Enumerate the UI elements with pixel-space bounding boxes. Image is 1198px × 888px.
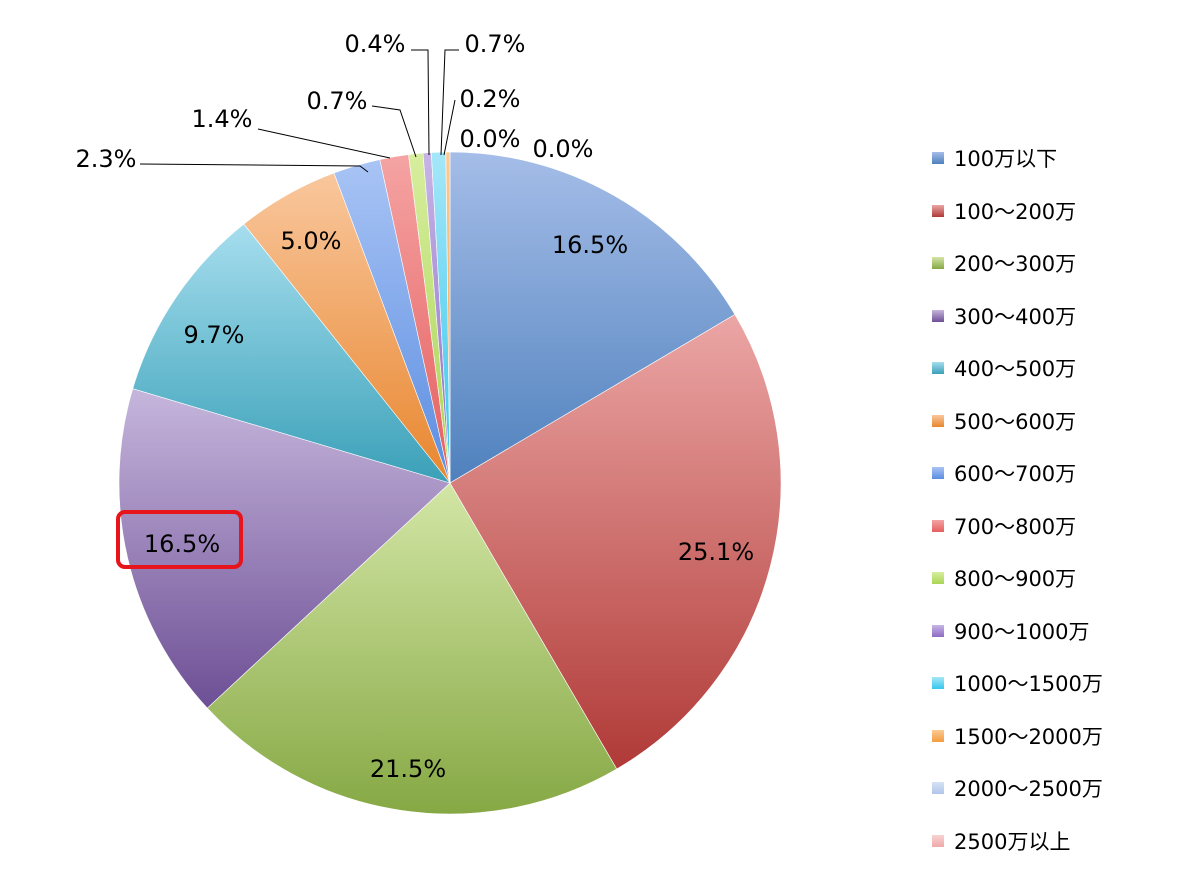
legend-label: 400〜500万 bbox=[954, 357, 1077, 382]
legend-swatch bbox=[932, 152, 944, 165]
legend-swatch bbox=[932, 782, 944, 795]
legend: 100万以下 100〜200万 200〜300万 300〜400万 400〜500万 50… bbox=[932, 132, 1103, 867]
legend-item: 1500〜2000万 bbox=[932, 710, 1103, 763]
leader-line bbox=[443, 99, 456, 156]
pie-slice bbox=[132, 223, 451, 484]
legend-label: 300〜400万 bbox=[954, 304, 1077, 329]
legend-swatch bbox=[932, 362, 944, 375]
data-label: 0.0% bbox=[533, 135, 594, 163]
legend-swatch bbox=[932, 204, 944, 217]
data-label: 5.0% bbox=[281, 227, 342, 255]
legend-swatch bbox=[932, 467, 944, 480]
legend-item: 800〜900万 bbox=[932, 552, 1103, 605]
data-label: 1.4% bbox=[192, 105, 253, 133]
pie-slice bbox=[206, 482, 618, 815]
leader-line bbox=[371, 105, 417, 158]
data-labels: 16.5% 25.1% 21.5% 16.5% 9.7% 5.0% 2.3% 1.4% 0.7%… bbox=[76, 30, 755, 783]
legend-label: 700〜800万 bbox=[954, 514, 1077, 539]
legend-label: 1500〜2000万 bbox=[954, 724, 1103, 749]
legend-item: 100〜200万 bbox=[932, 185, 1103, 238]
legend-label: 1000〜1500万 bbox=[954, 672, 1103, 697]
highlight-box bbox=[116, 510, 243, 569]
legend-label: 100万以下 bbox=[954, 147, 1058, 172]
pie-slice bbox=[118, 388, 451, 709]
legend-swatch bbox=[932, 729, 944, 742]
leader-lines bbox=[139, 49, 459, 173]
legend-swatch bbox=[932, 414, 944, 427]
legend-item: 500〜600万 bbox=[932, 395, 1103, 448]
pie-slice bbox=[449, 314, 782, 770]
legend-swatch bbox=[932, 572, 944, 585]
legend-swatch bbox=[932, 834, 944, 847]
legend-label: 200〜300万 bbox=[954, 252, 1077, 277]
legend-item: 2500万以上 bbox=[932, 815, 1103, 868]
legend-item: 2000〜2500万 bbox=[932, 762, 1103, 815]
legend-item: 400〜500万 bbox=[932, 342, 1103, 395]
leader-line bbox=[440, 49, 459, 156]
pie-slice bbox=[449, 151, 736, 484]
legend-label: 500〜600万 bbox=[954, 409, 1077, 434]
legend-item: 600〜700万 bbox=[932, 447, 1103, 500]
data-label: 9.7% bbox=[184, 321, 245, 349]
legend-swatch bbox=[932, 677, 944, 690]
legend-label: 2000〜2500万 bbox=[954, 777, 1103, 802]
legend-item: 300〜400万 bbox=[932, 290, 1103, 343]
data-label: 0.7% bbox=[465, 30, 526, 58]
leader-line bbox=[411, 49, 430, 156]
data-label: 2.3% bbox=[76, 145, 137, 173]
leader-line bbox=[257, 128, 391, 159]
legend-swatch bbox=[932, 624, 944, 637]
legend-item: 200〜300万 bbox=[932, 237, 1103, 290]
legend-item: 700〜800万 bbox=[932, 500, 1103, 553]
legend-label: 2500万以上 bbox=[954, 829, 1071, 854]
data-label: 0.0% bbox=[460, 125, 521, 153]
data-label: 0.2% bbox=[460, 85, 521, 113]
legend-swatch bbox=[932, 257, 944, 270]
legend-label: 600〜700万 bbox=[954, 462, 1077, 487]
data-label: 16.5% bbox=[552, 231, 628, 259]
legend-item: 100万以下 bbox=[932, 132, 1103, 185]
legend-swatch bbox=[932, 309, 944, 322]
data-label: 0.7% bbox=[307, 87, 368, 115]
legend-label: 800〜900万 bbox=[954, 567, 1077, 592]
data-label: 21.5% bbox=[370, 755, 446, 783]
legend-label: 100〜200万 bbox=[954, 199, 1077, 224]
pie-slices bbox=[118, 151, 782, 815]
legend-item: 900〜1000万 bbox=[932, 605, 1103, 658]
leader-line bbox=[139, 163, 369, 173]
legend-label: 900〜1000万 bbox=[954, 619, 1090, 644]
legend-swatch bbox=[932, 519, 944, 532]
pie-slice bbox=[445, 151, 451, 484]
legend-item: 1000〜1500万 bbox=[932, 657, 1103, 710]
data-label: 16.5% bbox=[144, 530, 220, 558]
data-label: 0.4% bbox=[345, 30, 406, 58]
data-label: 25.1% bbox=[678, 538, 754, 566]
